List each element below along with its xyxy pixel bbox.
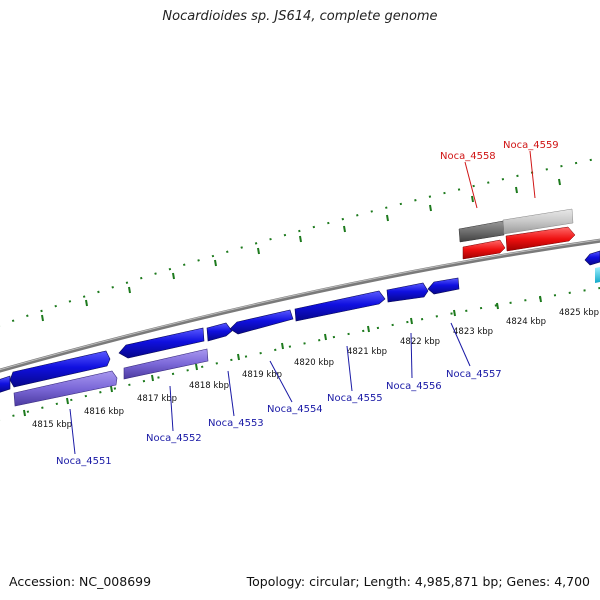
scale-label: 4818 kbp bbox=[189, 381, 229, 391]
gene-label[interactable]: Noca_4553 bbox=[208, 418, 264, 429]
top-callouts bbox=[464, 150, 536, 209]
scale-label: 4816 kbp bbox=[84, 407, 124, 417]
gene-arrow[interactable] bbox=[229, 309, 294, 335]
blue-gene-row bbox=[0, 250, 600, 393]
scale-label: 4819 kbp bbox=[242, 370, 282, 380]
inner-major-ticks bbox=[23, 295, 542, 417]
gene-label[interactable]: Noca_4559 bbox=[503, 140, 559, 151]
scale-label: 4817 kbp bbox=[137, 394, 177, 404]
top-gene-labels: Noca_4558 Noca_4559 bbox=[440, 140, 559, 162]
gene-arrow[interactable] bbox=[458, 220, 505, 243]
gene-arrow[interactable] bbox=[462, 239, 506, 260]
gene-arrow[interactable] bbox=[294, 290, 386, 322]
gene-label[interactable]: Noca_4551 bbox=[56, 456, 112, 467]
scale-label: 4815 kbp bbox=[32, 420, 72, 430]
scale-label: 4824 kbp bbox=[506, 317, 546, 327]
gene-label[interactable]: Noca_4555 bbox=[327, 393, 383, 404]
genome-backbone bbox=[0, 238, 600, 373]
scale-labels: 4815 kbp 4816 kbp 4817 kbp 4818 kbp 4819… bbox=[32, 308, 599, 430]
gene-label[interactable]: Noca_4554 bbox=[267, 404, 323, 415]
purple-gene-row bbox=[13, 348, 209, 407]
scale-label: 4822 kbp bbox=[400, 337, 440, 347]
gene-arrow[interactable] bbox=[502, 208, 574, 235]
gene-label[interactable]: Noca_4557 bbox=[446, 369, 502, 380]
bottom-gene-labels: Noca_4551 Noca_4552 Noca_4553 Noca_4554 … bbox=[56, 369, 502, 467]
scale-label: 4825 kbp bbox=[559, 308, 599, 318]
gene-arrow[interactable] bbox=[118, 327, 205, 359]
gene-arrow[interactable] bbox=[9, 350, 111, 388]
outer-major-ticks bbox=[41, 178, 561, 322]
gene-arrow[interactable] bbox=[13, 370, 118, 407]
red-gene-row bbox=[458, 208, 576, 260]
accession-label: Accession: NC_008699 bbox=[9, 574, 152, 589]
scale-label: 4823 kbp bbox=[453, 327, 493, 337]
gene-arrow[interactable] bbox=[206, 322, 233, 342]
gene-arrow[interactable] bbox=[505, 226, 576, 252]
gene-label[interactable]: Noca_4552 bbox=[146, 433, 202, 444]
gene-arrow[interactable] bbox=[386, 282, 429, 303]
gene-arrow[interactable] bbox=[584, 250, 600, 266]
genome-title: Nocardioides sp. JS614, complete genome bbox=[162, 9, 438, 24]
gene-arrow[interactable] bbox=[0, 375, 11, 393]
bottom-callouts bbox=[69, 322, 471, 455]
gene-arrow[interactable] bbox=[427, 277, 460, 295]
gene-label[interactable]: Noca_4556 bbox=[386, 381, 442, 392]
gene-label[interactable]: Noca_4558 bbox=[440, 151, 496, 162]
genome-summary: Topology: circular; Length: 4,985,871 bp… bbox=[246, 574, 590, 589]
scale-label: 4820 kbp bbox=[294, 358, 334, 368]
outer-tick-track bbox=[0, 157, 600, 327]
gene-arrow[interactable] bbox=[595, 267, 600, 283]
scale-label: 4821 kbp bbox=[347, 347, 387, 357]
gene-arrow[interactable] bbox=[123, 348, 209, 380]
